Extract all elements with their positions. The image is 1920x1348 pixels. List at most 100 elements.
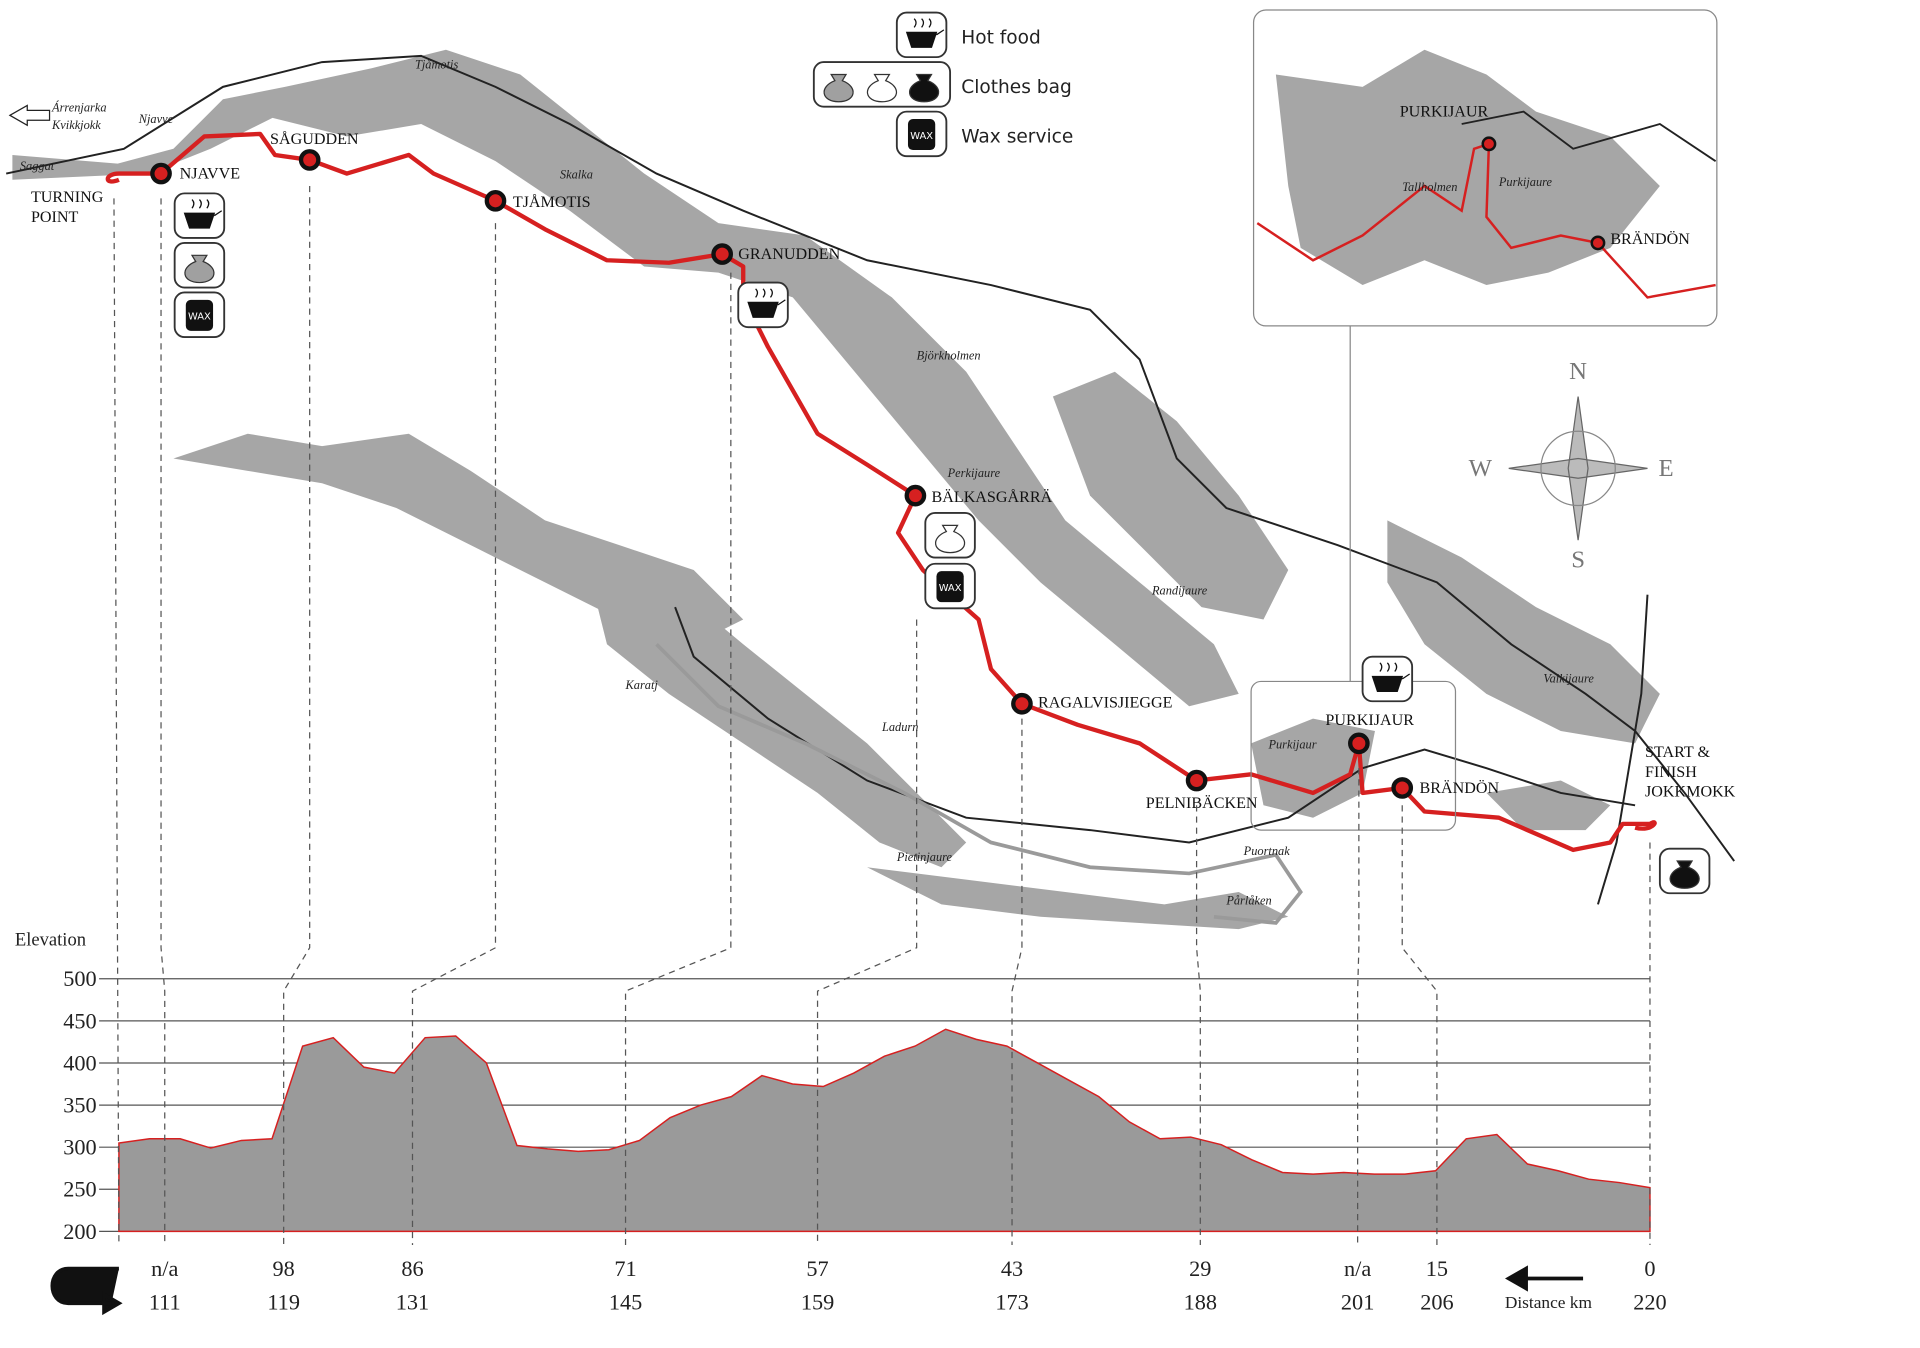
- connector: [816, 619, 918, 1246]
- connector: [283, 185, 311, 1246]
- connector: [1401, 805, 1438, 1246]
- distance-top: 98: [273, 1256, 295, 1281]
- checkpoint-label: PELNIBÄCKEN: [1146, 794, 1258, 812]
- map-label: Puortnak: [1243, 844, 1291, 858]
- distance-top: 15: [1426, 1256, 1448, 1281]
- connector: [1357, 768, 1360, 1246]
- checkpoint-label: GRANUDDEN: [738, 246, 840, 263]
- river: [655, 642, 1303, 925]
- arrow-left-icon: [8, 104, 51, 127]
- turning-point-label: POINT: [31, 209, 79, 226]
- steam: [1379, 662, 1398, 672]
- clothes-bag-icon: [909, 73, 940, 103]
- turn-arrow: [50, 1266, 123, 1316]
- start-finish-label: FINISH: [1645, 764, 1697, 781]
- distance-bottom: 119: [267, 1289, 300, 1314]
- connector: [1195, 805, 1201, 1246]
- compass-letter: E: [1658, 455, 1673, 482]
- roads: [5, 54, 1735, 905]
- inset-lake: [1275, 49, 1660, 286]
- connector: [411, 223, 497, 1246]
- distance-bottom: 206: [1420, 1289, 1453, 1314]
- distance-bottom: 159: [801, 1289, 834, 1314]
- map-label: Perkijaure: [947, 466, 1001, 480]
- map-label: Björkholmen: [917, 348, 981, 362]
- checkpoint-label: SÅGUDDEN: [270, 130, 359, 148]
- map-label: Ladurn: [881, 720, 918, 734]
- checkpoint: [298, 149, 321, 171]
- map-label: Njavve: [138, 112, 174, 126]
- wax-icon: [907, 119, 936, 151]
- distance-bottom: 201: [1341, 1289, 1374, 1314]
- steam: [913, 18, 932, 28]
- checkpoint: [1011, 692, 1033, 715]
- elevation-title: Elevation: [15, 929, 87, 950]
- clothes-bag-icon: [935, 524, 966, 554]
- hot-food-icon: [183, 210, 223, 229]
- inset-label: Purkijaure: [1498, 175, 1553, 189]
- route: [105, 131, 1657, 853]
- elevation-area: [118, 1028, 1651, 1233]
- direction-arrow: [1505, 1265, 1584, 1292]
- inset-label: BRÄNDÖN: [1610, 230, 1690, 248]
- distance-bottom: 220: [1633, 1289, 1666, 1314]
- inset-label: Tallholmen: [1402, 180, 1457, 194]
- legend-label: Hot food: [961, 27, 1041, 48]
- inset-road: [1461, 110, 1717, 162]
- connector: [1011, 718, 1023, 1246]
- y-tick-label: 400: [63, 1050, 96, 1075]
- wax-icon: [936, 571, 964, 603]
- start-finish-label: START &: [1645, 744, 1710, 761]
- checkpoint-label: NJAVVE: [180, 166, 241, 183]
- distance-bottom: 131: [396, 1289, 429, 1314]
- start-finish-label: JOKKMOKK: [1645, 784, 1736, 801]
- distance-top: n/a: [1344, 1256, 1371, 1281]
- distance-bottom: 145: [609, 1289, 642, 1314]
- map-label: Randijaure: [1151, 584, 1208, 598]
- map-label: Pietinjaure: [896, 850, 953, 864]
- lakes: [12, 49, 1660, 930]
- clothes-bag-icon: [184, 254, 215, 284]
- distance-top: 43: [1001, 1256, 1023, 1281]
- checkpoint-label: PURKIJAUR: [1325, 712, 1414, 729]
- map-label: Kvikkjokk: [51, 118, 101, 132]
- inset-checkpoint: [1481, 136, 1497, 152]
- checkpoint-label: TJÅMOTIS: [513, 193, 591, 211]
- wax-label: WAX: [910, 131, 933, 142]
- turning-point-label: TURNING: [31, 189, 104, 206]
- distance-bottom: 111: [149, 1289, 181, 1314]
- clothes-bag-icon: [1669, 860, 1700, 889]
- checkpoint-label: BÄLKASGÅRRÄ: [932, 488, 1053, 506]
- checkpoint: [484, 189, 507, 212]
- compass-letter: S: [1571, 546, 1585, 573]
- distance-bottom: 173: [995, 1289, 1028, 1314]
- checkpoint-label: RAGALVISJIEGGE: [1038, 694, 1173, 711]
- checkpoint: [711, 243, 734, 265]
- hot-food-icon: [1371, 673, 1410, 692]
- y-tick-label: 300: [63, 1135, 96, 1160]
- distance-top: 29: [1189, 1256, 1211, 1281]
- map-label: Saggat: [20, 159, 55, 173]
- connector: [160, 198, 166, 1246]
- distance-top: 57: [806, 1256, 828, 1281]
- map-label: Pårlåken: [1225, 893, 1271, 907]
- compass-ring: [1540, 430, 1616, 507]
- map-label: Vaikijaure: [1543, 672, 1594, 686]
- hot-food-icon: [747, 299, 786, 318]
- y-tick-label: 350: [63, 1093, 96, 1118]
- wax-label: WAX: [939, 583, 962, 594]
- map-label: Karatj: [625, 678, 659, 692]
- steam: [755, 288, 773, 298]
- compass-letter: W: [1469, 455, 1493, 482]
- inset-checkpoint: [1590, 235, 1606, 251]
- distance-label: Distance km: [1505, 1293, 1593, 1312]
- checkpoint: [1185, 769, 1208, 792]
- distance-top: 0: [1644, 1256, 1655, 1281]
- checkpoint: [1348, 732, 1370, 755]
- y-tick-label: 250: [63, 1177, 96, 1202]
- wax-icon: [185, 299, 214, 331]
- map-label: Tjåmotis: [415, 57, 459, 71]
- legend-label: Clothes bag: [961, 77, 1072, 98]
- distance-bottom: 188: [1184, 1289, 1217, 1314]
